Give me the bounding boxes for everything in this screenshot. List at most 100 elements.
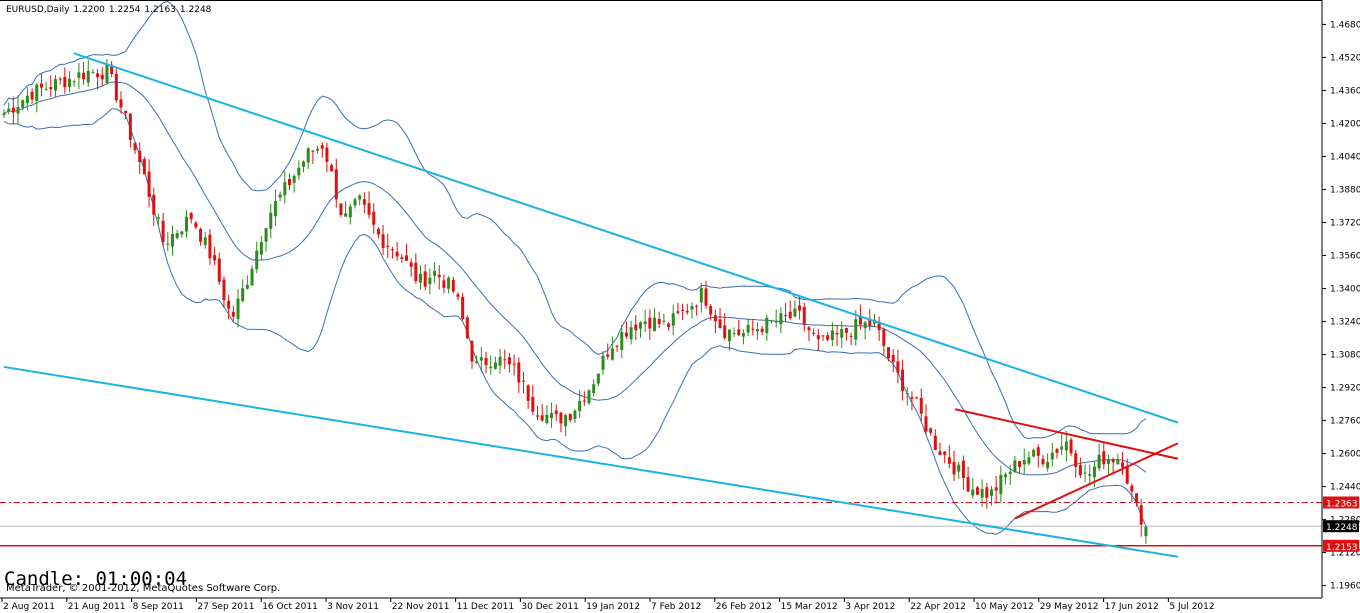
- candle: [915, 396, 919, 399]
- candle: [1046, 453, 1050, 472]
- candle-body: [507, 357, 511, 365]
- candle-body: [437, 274, 441, 278]
- candle: [741, 329, 745, 345]
- candle-body: [128, 113, 132, 140]
- price-tick-label: 1.3080: [1330, 351, 1360, 361]
- candle-body: [447, 277, 451, 289]
- candle: [1135, 493, 1139, 507]
- candle: [737, 320, 741, 337]
- price-tick-label: 1.4040: [1330, 152, 1360, 162]
- candle-body: [737, 329, 741, 336]
- candle: [713, 309, 717, 334]
- price-tick: 1.3880: [1322, 185, 1360, 195]
- candle-body: [414, 262, 418, 282]
- time-tick-label: 22 Nov 2011: [392, 602, 450, 612]
- candle-body: [395, 251, 399, 257]
- candle-body: [100, 74, 104, 80]
- bollinger-lower: [3, 108, 1147, 535]
- level-price-tag-bg: [1323, 539, 1359, 552]
- candle: [550, 402, 554, 429]
- candle: [606, 343, 610, 360]
- candle-body: [423, 271, 427, 287]
- candle-body: [1135, 493, 1139, 503]
- candle: [1008, 464, 1012, 485]
- candle: [919, 388, 923, 422]
- candle-body: [376, 228, 380, 235]
- candle: [971, 477, 975, 499]
- candle: [447, 275, 451, 294]
- axes: [0, 0, 1323, 599]
- candle-body: [1078, 465, 1082, 476]
- horizontal-levels: [0, 501, 1322, 547]
- candle-body: [428, 277, 432, 285]
- candle: [723, 313, 727, 341]
- candle: [96, 69, 100, 90]
- candle: [512, 354, 516, 376]
- candle-body: [770, 320, 774, 322]
- candle: [727, 329, 731, 351]
- candle-body: [105, 64, 109, 84]
- candle-body: [966, 477, 970, 492]
- candle-body: [643, 321, 647, 325]
- candle: [7, 102, 11, 115]
- candle: [49, 75, 53, 97]
- candle-body: [807, 327, 811, 331]
- candle-body: [975, 487, 979, 495]
- time-tick-label: 29 May 2012: [1040, 602, 1099, 612]
- candle-body: [952, 461, 956, 475]
- time-tick: 27 Sep 2011: [195, 598, 254, 612]
- candle-body: [915, 397, 919, 399]
- price-tick-label: 1.3560: [1330, 252, 1360, 262]
- candle-body: [297, 167, 301, 176]
- candle: [1078, 457, 1082, 479]
- candle-body: [1106, 459, 1110, 464]
- price-tick: 1.2920: [1322, 384, 1360, 394]
- candle-body: [924, 416, 928, 432]
- candle: [344, 201, 348, 217]
- candle-body: [1144, 526, 1148, 537]
- candle: [283, 170, 287, 204]
- candle-body: [400, 257, 404, 259]
- time-tick-label: 5 Jul 2012: [1169, 602, 1214, 612]
- candle: [812, 328, 816, 337]
- candle-body: [685, 310, 689, 313]
- candle-body: [573, 410, 577, 420]
- bollinger-bands: [3, 1, 1147, 535]
- candle: [582, 391, 586, 406]
- candle-body: [119, 99, 123, 108]
- candle-body: [648, 317, 652, 329]
- candle: [161, 212, 165, 247]
- candle-body: [1050, 452, 1054, 460]
- price-tick-label: 1.4520: [1330, 53, 1360, 63]
- time-tick-label: 17 Jun 2012: [1105, 602, 1159, 612]
- time-tick-label: 3 Nov 2011: [327, 602, 379, 612]
- candle: [933, 429, 937, 451]
- candle: [1088, 464, 1092, 486]
- candle: [615, 344, 619, 352]
- price-tick: 1.4200: [1322, 119, 1360, 129]
- candle-body: [919, 397, 923, 414]
- time-tick: 26 Feb 2012: [714, 598, 772, 612]
- candle-body: [316, 148, 320, 151]
- candle: [793, 300, 797, 318]
- candle: [390, 246, 394, 259]
- candle-body: [442, 280, 446, 288]
- price-tick-label: 1.4200: [1330, 119, 1360, 129]
- candle: [386, 233, 390, 258]
- candle-body: [812, 332, 816, 334]
- candle: [901, 359, 905, 401]
- candle-body: [278, 194, 282, 198]
- time-tick: 17 Jun 2012: [1103, 598, 1159, 612]
- ohlc-high: 1.2254: [108, 5, 141, 15]
- time-tick: 22 Nov 2011: [390, 598, 450, 612]
- candle: [100, 67, 104, 87]
- candle-body: [554, 410, 558, 415]
- candle: [882, 327, 886, 356]
- candle: [86, 59, 90, 87]
- candle: [624, 321, 628, 339]
- candle: [994, 475, 998, 503]
- candle-body: [1083, 472, 1087, 474]
- candle: [362, 192, 366, 214]
